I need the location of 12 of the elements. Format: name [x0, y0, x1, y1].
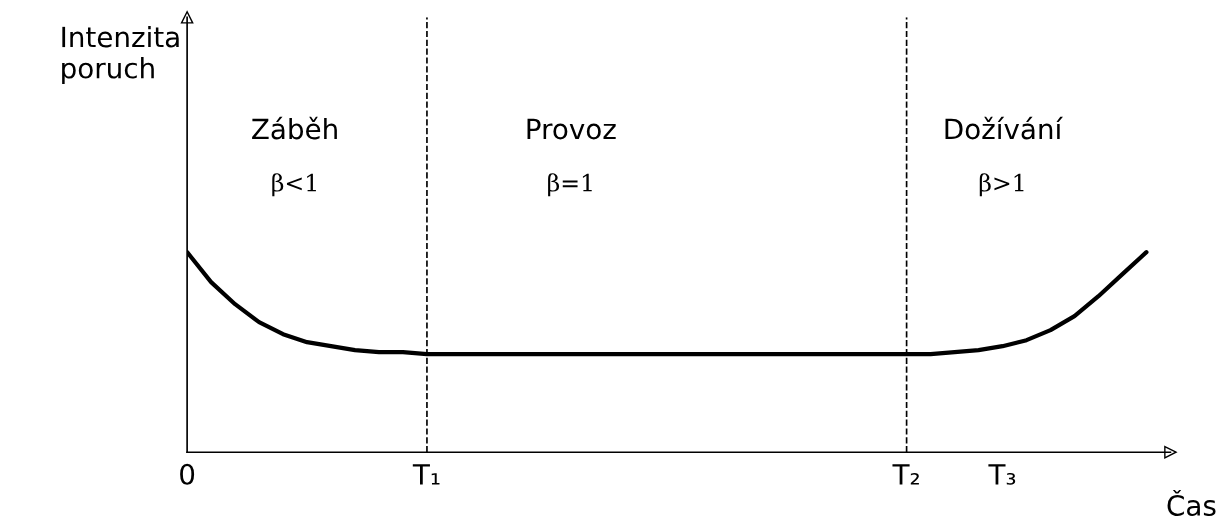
text: β<1 [272, 173, 316, 197]
text: Intenzita poruch [62, 25, 179, 84]
x-tick-label: T₃ [988, 464, 1016, 485]
text: β>1 [979, 173, 1024, 197]
text: Dožívání [945, 116, 1063, 140]
x-tick-label: 0 [180, 463, 195, 485]
text: β=1 [548, 173, 592, 197]
text: Provoz [527, 118, 616, 140]
text: Záběh [252, 116, 337, 140]
x-axis-title: Čas [1167, 489, 1216, 516]
x-tick-label: T₂ [892, 464, 919, 485]
x-tick-label: T₁ [412, 464, 440, 485]
